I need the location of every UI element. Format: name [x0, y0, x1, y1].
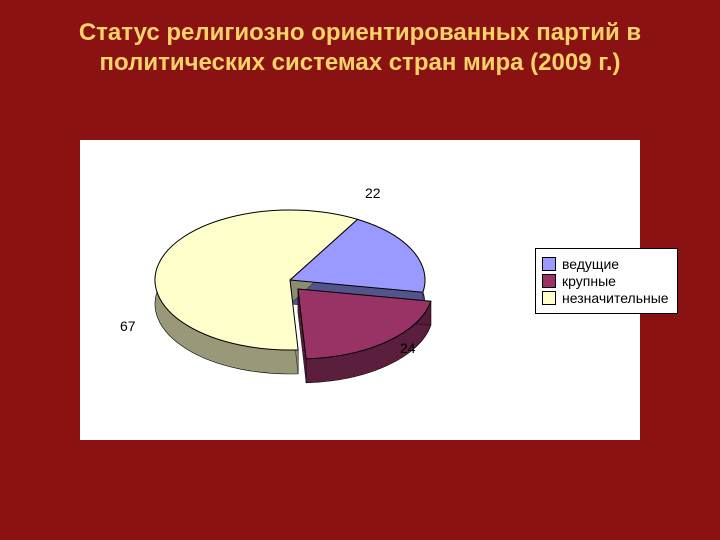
data-label-1: 24	[400, 340, 416, 356]
legend-swatch-1	[542, 274, 556, 288]
slide-title: Статус религиозно ориентированных партий…	[0, 0, 720, 88]
data-label-2: 67	[120, 318, 136, 334]
legend-swatch-0	[542, 257, 556, 271]
legend: ведущие крупные незначительные	[535, 248, 678, 314]
legend-item-0: ведущие	[542, 256, 669, 272]
data-label-0: 22	[365, 185, 381, 201]
legend-item-1: крупные	[542, 273, 669, 289]
legend-item-2: незначительные	[542, 290, 669, 306]
legend-swatch-2	[542, 291, 556, 305]
slide: Статус религиозно ориентированных партий…	[0, 0, 720, 540]
legend-label-2: незначительные	[562, 290, 669, 306]
legend-label-0: ведущие	[562, 256, 619, 272]
legend-label-1: крупные	[562, 273, 616, 289]
pie-chart: 22 24 67 ведущие крупные незначительные	[80, 140, 640, 440]
